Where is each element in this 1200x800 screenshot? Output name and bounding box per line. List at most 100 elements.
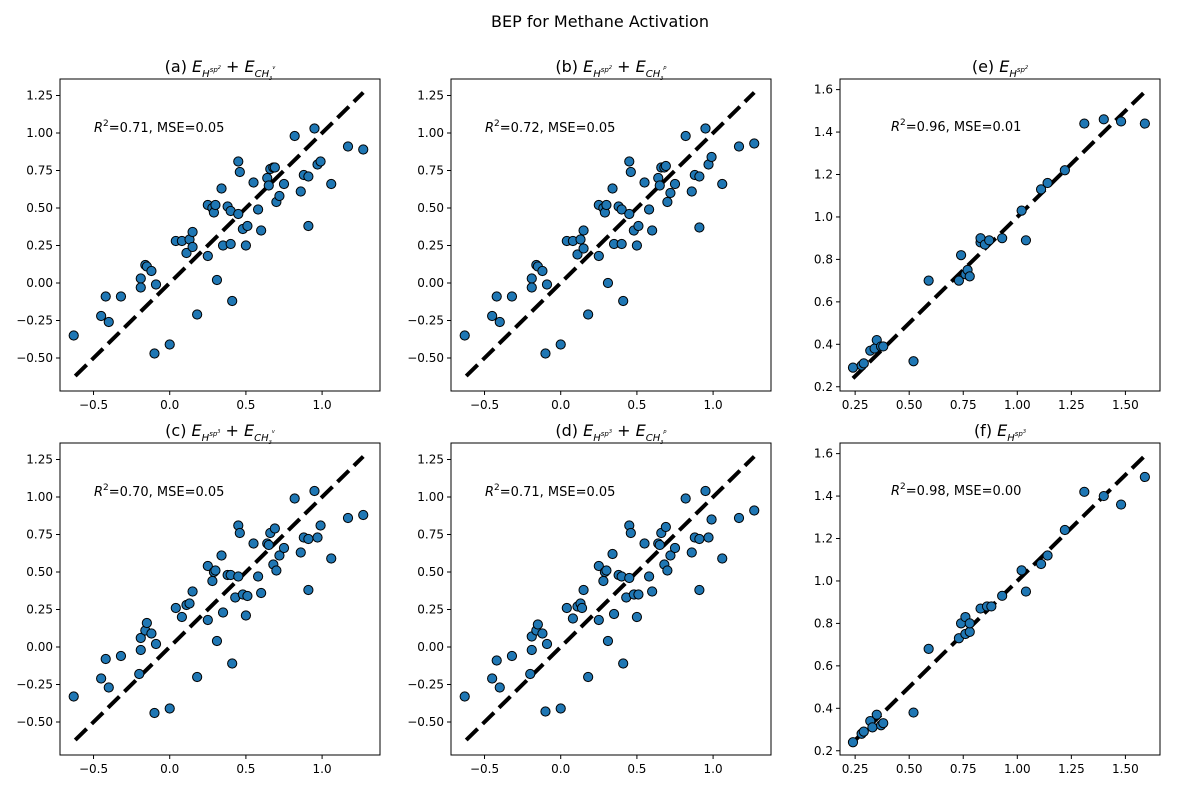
data-point <box>567 613 579 624</box>
fit-annotation: R2=0.96, MSE=0.01 <box>891 118 1021 135</box>
data-point <box>602 277 614 289</box>
data-point <box>631 240 643 251</box>
x-tick-label: 0.0 <box>160 762 179 776</box>
data-point <box>240 610 252 621</box>
data-point <box>1020 586 1032 597</box>
data-point <box>271 565 282 576</box>
x-tick-label: 0.25 <box>842 398 869 412</box>
data-point <box>601 199 612 211</box>
data-point <box>537 628 548 639</box>
data-point <box>252 571 264 582</box>
data-point <box>1016 565 1027 576</box>
chart-panel-3: −0.5 0.0 0.5 1.0 −0.50 −0.25 0.00 0.25 0.50 0.75 1… <box>16 421 381 776</box>
data-point <box>164 339 175 350</box>
data-point <box>192 309 203 320</box>
x-tick-label: 1.25 <box>1058 398 1085 412</box>
data-point <box>526 273 537 284</box>
y-tick-label: 1.00 <box>26 490 53 504</box>
data-point <box>312 532 323 543</box>
data-point <box>326 178 337 190</box>
data-point <box>1098 490 1109 502</box>
data-point <box>578 243 589 254</box>
data-point <box>694 171 705 182</box>
data-point <box>1042 550 1053 561</box>
data-point <box>303 533 314 545</box>
data-point <box>616 238 627 250</box>
data-point <box>694 533 705 545</box>
y-tick-label: 0.8 <box>814 616 833 630</box>
y-tick-label: −0.25 <box>16 314 53 328</box>
x-tick-label: 1.00 <box>1004 398 1031 412</box>
y-tick-label: 0.50 <box>417 201 444 215</box>
data-point <box>680 493 691 504</box>
data-point <box>555 339 566 350</box>
y-tick-label: 1.0 <box>814 210 833 224</box>
data-point <box>593 614 604 626</box>
x-tick-label: 0.5 <box>627 762 646 776</box>
data-point <box>537 265 548 277</box>
data-point <box>459 330 470 341</box>
data-point <box>525 668 536 680</box>
x-tick-label: 1.50 <box>1112 398 1139 412</box>
data-point <box>135 632 146 644</box>
data-point <box>923 275 934 286</box>
panel-title: (f) EHsp3 <box>974 421 1026 444</box>
data-point <box>303 584 314 596</box>
x-tick-label: 1.0 <box>313 762 332 776</box>
data-point <box>984 235 995 246</box>
chart-panel-0: −0.5 0.0 0.5 1.0 −0.50 −0.25 0.00 0.25 0.50 0.75 1… <box>16 57 381 412</box>
data-point <box>608 608 620 620</box>
data-point <box>694 584 705 596</box>
data-point <box>847 362 859 373</box>
fit-annotation: R2=0.98, MSE=0.00 <box>891 482 1021 499</box>
data-point <box>669 178 681 190</box>
x-tick-label: 0.75 <box>950 398 977 412</box>
data-point <box>540 348 551 359</box>
data-point <box>598 575 609 587</box>
data-point <box>164 703 175 714</box>
data-point <box>669 542 681 554</box>
data-point <box>459 691 470 702</box>
data-point <box>858 358 869 369</box>
fit-annotation: R2=0.71, MSE=0.05 <box>485 483 615 500</box>
parity-line <box>464 91 756 378</box>
data-point <box>578 225 589 236</box>
data-point <box>526 644 537 656</box>
data-point <box>269 162 280 173</box>
data-point <box>624 572 635 584</box>
data-point <box>134 668 145 680</box>
x-tick-label: 1.00 <box>1004 762 1031 776</box>
data-point <box>150 638 162 650</box>
y-tick-label: 1.2 <box>814 532 833 546</box>
fit-annotation: R2=0.70, MSE=0.05 <box>94 483 224 500</box>
data-point <box>211 635 223 647</box>
data-point <box>700 123 711 134</box>
data-point <box>583 671 594 683</box>
data-point <box>150 279 162 290</box>
data-point <box>494 316 505 328</box>
data-point <box>170 602 181 614</box>
data-point <box>216 183 227 194</box>
x-tick-label: 1.25 <box>1058 762 1085 776</box>
data-point <box>248 538 259 549</box>
y-tick-label: −0.25 <box>407 314 444 328</box>
y-tick-label: 0.25 <box>26 239 53 253</box>
data-point <box>289 130 300 142</box>
data-point <box>309 123 320 134</box>
data-point <box>700 485 711 497</box>
data-point <box>908 356 919 367</box>
data-point <box>561 602 572 614</box>
y-tick-label: −0.25 <box>16 678 53 692</box>
y-tick-label: 0.75 <box>417 528 444 542</box>
data-point <box>506 291 518 302</box>
data-point <box>103 316 114 328</box>
data-point <box>192 671 203 683</box>
data-point <box>207 575 218 587</box>
data-point <box>342 141 354 152</box>
y-tick-label: 0.50 <box>26 201 53 215</box>
data-point <box>624 156 635 167</box>
axes-frame <box>839 442 1161 756</box>
y-tick-label: 1.00 <box>417 490 444 504</box>
data-point <box>647 225 658 236</box>
data-point <box>315 156 326 167</box>
